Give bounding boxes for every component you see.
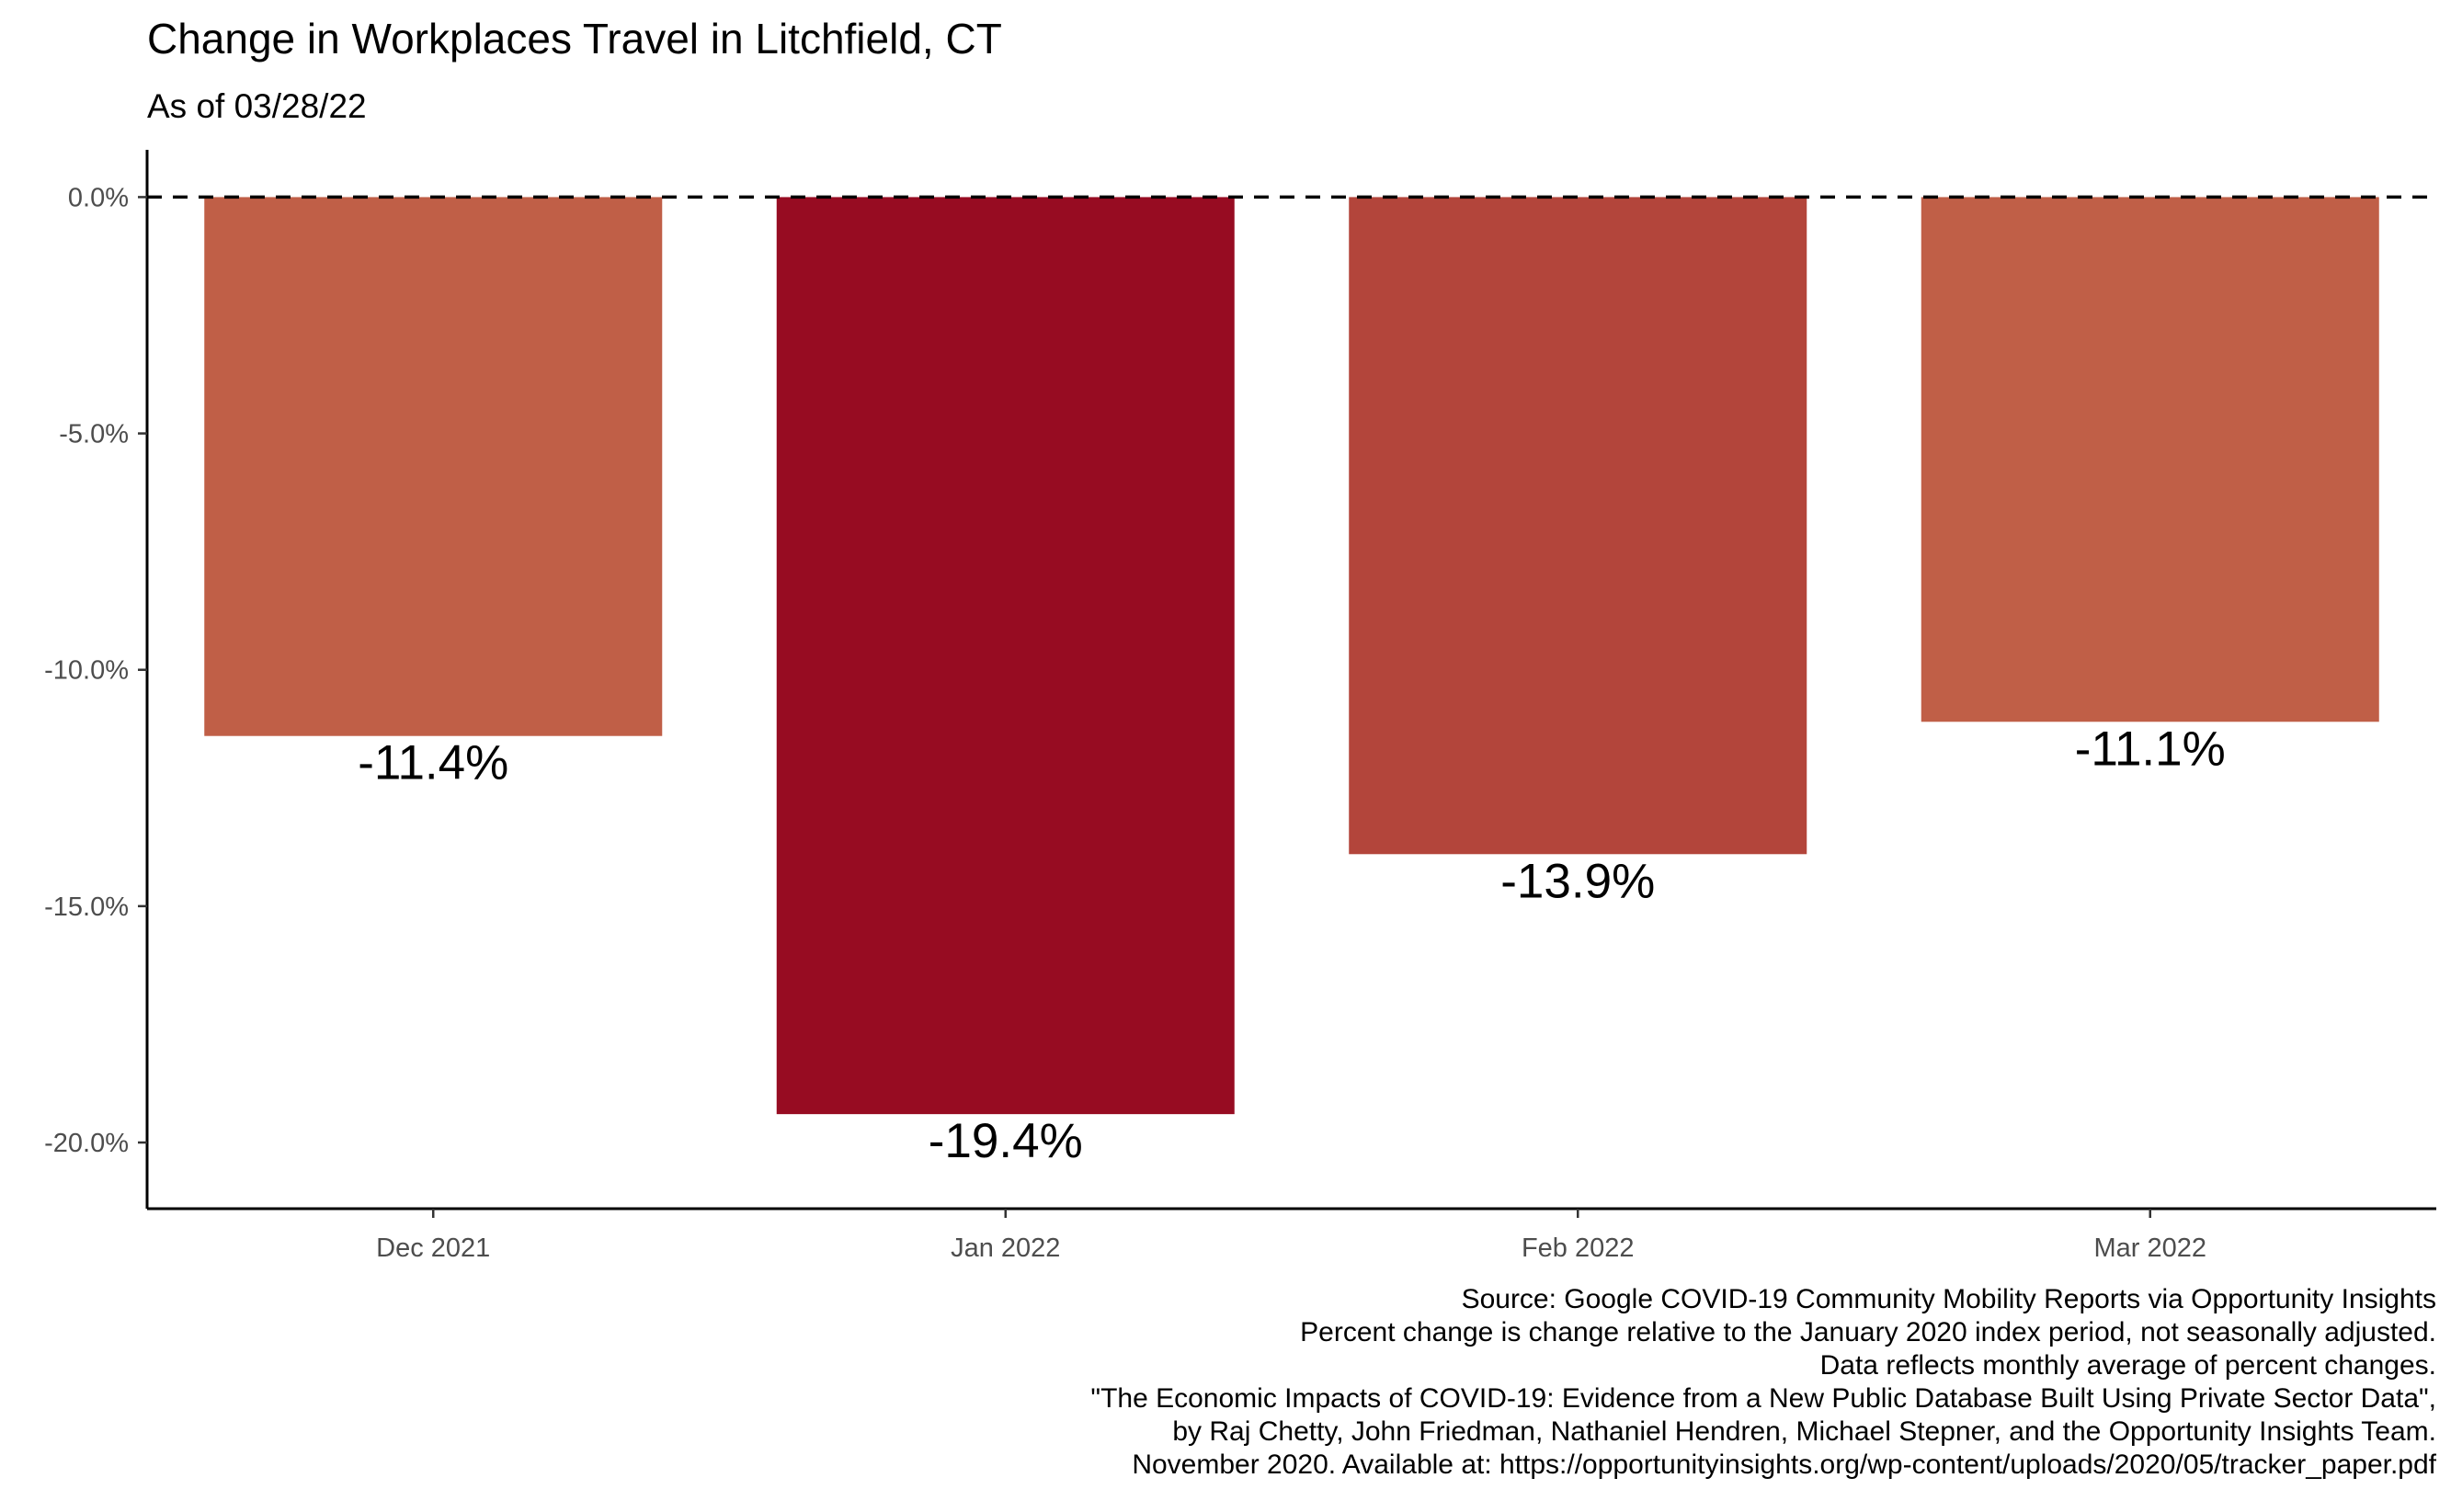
caption-group: Source: Google COVID-19 Community Mobili… xyxy=(1090,1284,2436,1480)
bar-feb-2022 xyxy=(1349,197,1807,855)
x-tick-label: Mar 2022 xyxy=(2093,1233,2206,1263)
data-label: -11.4% xyxy=(358,736,508,790)
x-tick-label: Feb 2022 xyxy=(1522,1233,1635,1263)
caption-line: by Raj Chetty, John Friedman, Nathaniel … xyxy=(1172,1416,2436,1447)
caption-line: "The Economic Impacts of COVID-19: Evide… xyxy=(1090,1383,2436,1414)
data-label: -19.4% xyxy=(929,1114,1083,1168)
caption-line: Data reflects monthly average of percent… xyxy=(1820,1350,2436,1381)
y-tick-label: -20.0% xyxy=(44,1129,129,1158)
chart-title: Change in Workplaces Travel in Litchfiel… xyxy=(147,15,1002,63)
y-tick-label: 0.0% xyxy=(68,183,129,212)
chart-subtitle: As of 03/28/22 xyxy=(147,87,367,125)
data-labels-group: -11.4% -19.4% -13.9% -11.1% xyxy=(358,722,2226,1168)
y-tick-label: -5.0% xyxy=(59,420,129,449)
y-tick-label: -10.0% xyxy=(44,656,129,686)
caption-line: Source: Google COVID-19 Community Mobili… xyxy=(1462,1284,2436,1314)
data-label: -11.1% xyxy=(2075,722,2226,776)
bar-dec-2021 xyxy=(204,197,663,736)
x-tick-label: Dec 2021 xyxy=(376,1233,490,1263)
y-tick-label: -15.0% xyxy=(44,892,129,922)
data-label: -13.9% xyxy=(1500,854,1655,908)
axes-group: 0.0% -5.0% -10.0% -15.0% -20.0% Dec 2021 Jan 2… xyxy=(44,150,2436,1263)
caption-line: Percent change is change relative to the… xyxy=(1300,1317,2436,1347)
bar-jan-2022 xyxy=(776,197,1235,1115)
x-tick-label: Jan 2022 xyxy=(951,1233,1060,1263)
caption-line: November 2020. Available at: https://opp… xyxy=(1132,1449,2436,1480)
bar-mar-2022 xyxy=(1921,197,2379,722)
bars-group xyxy=(204,197,2379,1115)
